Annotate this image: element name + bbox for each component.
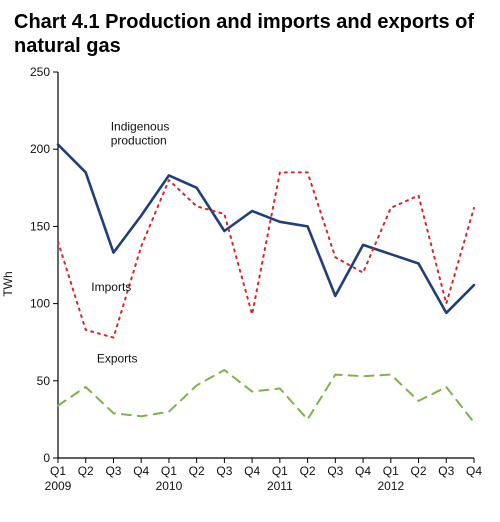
x-tick-label: Q4 — [244, 464, 260, 478]
y-tick-label: 250 — [30, 65, 50, 79]
x-tick-label: Q2 — [78, 464, 94, 478]
x-tick-label: Q4 — [133, 464, 149, 478]
x-tick-label: Q2 — [300, 464, 316, 478]
line-chart-svg: 0 50 100 150 200 250 Q1 Q2 Q3 Q4 Q1 Q2 Q3 Q4 Q1 Q2 Q3 Q4 Q… — [14, 64, 484, 504]
x-year-label: 2010 — [156, 479, 183, 493]
x-tick-label: Q3 — [216, 464, 232, 478]
x-tick-label: Q3 — [327, 464, 343, 478]
x-tick-label: Q3 — [438, 464, 454, 478]
y-tick-label: 100 — [30, 297, 50, 311]
x-tick-label: Q2 — [411, 464, 427, 478]
x-tick-label: Q1 — [161, 464, 177, 478]
series-annotation: Indigenousproduction — [111, 120, 170, 148]
x-tick-label: Q2 — [189, 464, 205, 478]
chart-title: Chart 4.1 Production and imports and exp… — [14, 10, 486, 58]
x-tick-label: Q4 — [355, 464, 371, 478]
x-tick-label: Q1 — [50, 464, 66, 478]
y-axis-label: TWh — [1, 271, 15, 296]
plot-area: TWh 050100150200250Q1Q2Q3Q4Q1Q2Q3Q4Q1Q2Q… — [14, 64, 486, 504]
y-tick-label: 50 — [37, 374, 51, 388]
chart-card: Chart 4.1 Production and imports and exp… — [0, 0, 500, 522]
x-tick-label: Q1 — [383, 464, 399, 478]
y-tick-label: 0 — [43, 451, 50, 465]
x-tick-label: Q3 — [105, 464, 121, 478]
series-annotation: Imports — [91, 280, 131, 294]
series-annotation: Exports — [97, 351, 138, 365]
series-line — [58, 172, 474, 337]
x-tick-label: Q4 — [466, 464, 482, 478]
x-year-label: 2009 — [45, 479, 72, 493]
series-line — [58, 370, 474, 423]
x-year-label: 2012 — [377, 479, 404, 493]
x-tick-label: Q1 — [272, 464, 288, 478]
x-year-label: 2011 — [267, 479, 293, 493]
y-tick-label: 200 — [30, 142, 50, 156]
y-tick-label: 150 — [30, 219, 50, 233]
